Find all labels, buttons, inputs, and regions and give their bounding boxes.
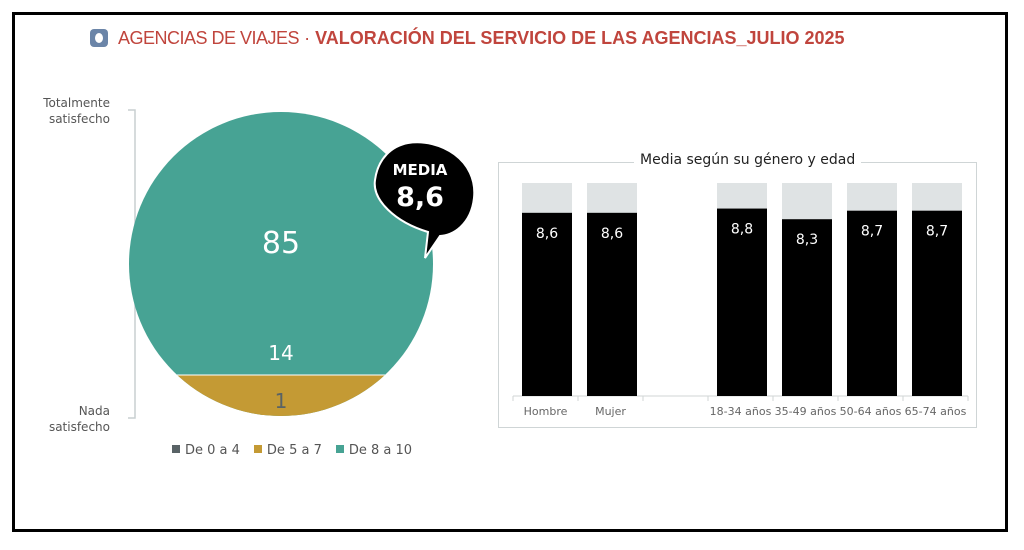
x-tick-label: Mujer bbox=[595, 405, 626, 418]
slide-frame bbox=[12, 12, 1008, 532]
bar bbox=[847, 210, 897, 396]
x-tick-label: 65-74 años bbox=[905, 405, 967, 418]
x-tick-label: 18-34 años bbox=[710, 405, 772, 418]
x-tick-label: 35-49 años bbox=[775, 405, 837, 418]
media-value: 8,6 bbox=[396, 182, 444, 213]
bar-value-label: 8,8 bbox=[731, 222, 753, 238]
bar bbox=[587, 212, 637, 396]
bar-value-label: 8,6 bbox=[601, 226, 623, 242]
bar-value-label: 8,6 bbox=[536, 226, 558, 242]
scale-top-label: Totalmente satisfecho bbox=[43, 96, 110, 126]
x-tick-label: Hombre bbox=[524, 405, 568, 418]
legend-item-de-5-a-7: De 5 a 7 bbox=[253, 443, 322, 458]
bar bbox=[782, 219, 832, 396]
rounded-square-icon bbox=[90, 29, 108, 47]
bar bbox=[912, 210, 962, 396]
bar-value-label: 8,7 bbox=[926, 224, 948, 240]
separator: · bbox=[304, 28, 311, 48]
pie-label-14: 14 bbox=[268, 341, 293, 365]
legend-item-de-0-a-4: De 0 a 4 bbox=[172, 443, 240, 458]
bar-value-label: 8,7 bbox=[861, 224, 883, 240]
legend-label: De 8 a 10 bbox=[348, 443, 413, 458]
media-label: MEDIA bbox=[393, 161, 448, 179]
legend-label: De 5 a 7 bbox=[266, 443, 322, 458]
pie-label-85: 85 bbox=[262, 226, 300, 261]
media-badge: MEDIA 8,6 bbox=[373, 141, 476, 259]
legend-item-de-8-a-10: De 8 a 10 bbox=[335, 443, 413, 458]
pie-legend: De 0 a 4 De 5 a 7 De 8 a 10 bbox=[172, 443, 412, 458]
bar-chart-title: Media según su género y edad bbox=[634, 152, 862, 168]
section-label: AGENCIAS DE VIAJES bbox=[118, 28, 300, 48]
scale-bottom-label: Nada satisfecho bbox=[48, 404, 110, 434]
legend-label: De 0 a 4 bbox=[185, 443, 240, 458]
x-tick-label: 50-64 años bbox=[840, 405, 902, 418]
bar bbox=[717, 208, 767, 396]
title-text: VALORACIÓN DEL SERVICIO DE LAS AGENCIAS_… bbox=[315, 28, 845, 48]
bar-value-label: 8,3 bbox=[796, 232, 818, 248]
bar bbox=[522, 212, 572, 396]
pie-label-1: 1 bbox=[275, 389, 288, 413]
page-title: AGENCIAS DE VIAJES · VALORACIÓN DEL SERV… bbox=[90, 28, 845, 49]
